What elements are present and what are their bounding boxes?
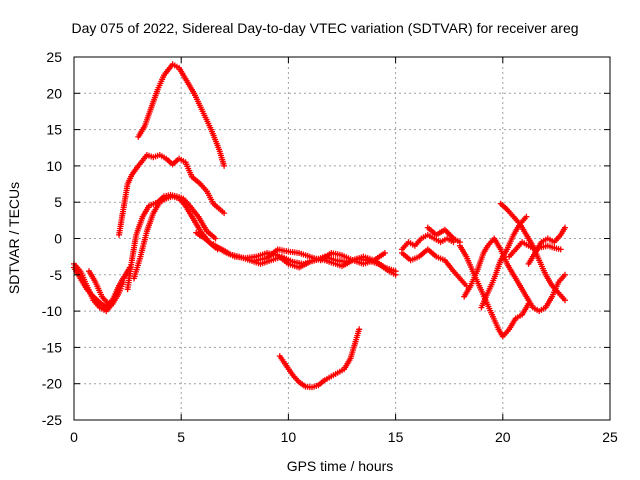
y-tick-label: -5 — [50, 267, 63, 283]
axes: 0 5 10 15 20 25 -25 -20 -15 -10 -5 0 5 10 15 20 25 — [42, 49, 618, 445]
series-arc-4 — [135, 61, 228, 169]
x-tick-label: 25 — [602, 429, 618, 445]
data-point — [221, 210, 228, 217]
data-point — [562, 271, 568, 278]
plot-frame — [73, 56, 611, 421]
y-tick-label: 0 — [54, 231, 62, 247]
y-tick-label: -25 — [42, 412, 62, 428]
y-tick-label: 15 — [46, 122, 62, 138]
series-arc-13 — [399, 246, 470, 289]
series-arc-6 — [124, 191, 219, 293]
y-axis-title: SDTVAR / TECUs — [6, 182, 22, 294]
data-series — [71, 61, 568, 391]
chart-title: Day 075 of 2022, Sidereal Day-to-day VTE… — [71, 20, 578, 36]
x-tick-label: 20 — [495, 429, 511, 445]
y-tick-label: -10 — [42, 303, 62, 319]
series-arc-7 — [131, 193, 221, 282]
series-arc-14 — [424, 224, 463, 246]
data-point — [557, 246, 564, 253]
series-arc-18 — [478, 213, 530, 311]
data-point — [356, 326, 363, 333]
data-point — [562, 297, 568, 304]
y-tick-label: -15 — [42, 339, 62, 355]
y-tick-label: 5 — [54, 194, 62, 210]
x-axis-title: GPS time / hours — [287, 458, 394, 474]
grid-lines — [74, 57, 610, 420]
series-line — [278, 328, 361, 389]
series-line — [137, 63, 226, 167]
x-tick-label: 15 — [388, 429, 404, 445]
data-point — [212, 235, 219, 242]
y-tick-label: 20 — [46, 85, 62, 101]
series-arc-12 — [399, 231, 457, 253]
data-point — [221, 162, 228, 169]
data-point — [562, 224, 568, 231]
y-tick-label: -20 — [42, 376, 62, 392]
x-tick-label: 5 — [177, 429, 185, 445]
x-tick-label: 10 — [281, 429, 297, 445]
data-point — [392, 268, 399, 275]
y-tick-label: 25 — [46, 49, 62, 65]
series-arc-20 — [525, 224, 568, 267]
series-arc-5 — [116, 152, 228, 238]
series-arc-9 — [210, 241, 399, 275]
series-arc-11 — [276, 326, 363, 391]
y-tick-label: 10 — [46, 158, 62, 174]
series-arc-10 — [253, 246, 388, 267]
data-point — [381, 250, 388, 256]
x-tick-label: 0 — [70, 429, 78, 445]
data-point — [523, 213, 530, 220]
